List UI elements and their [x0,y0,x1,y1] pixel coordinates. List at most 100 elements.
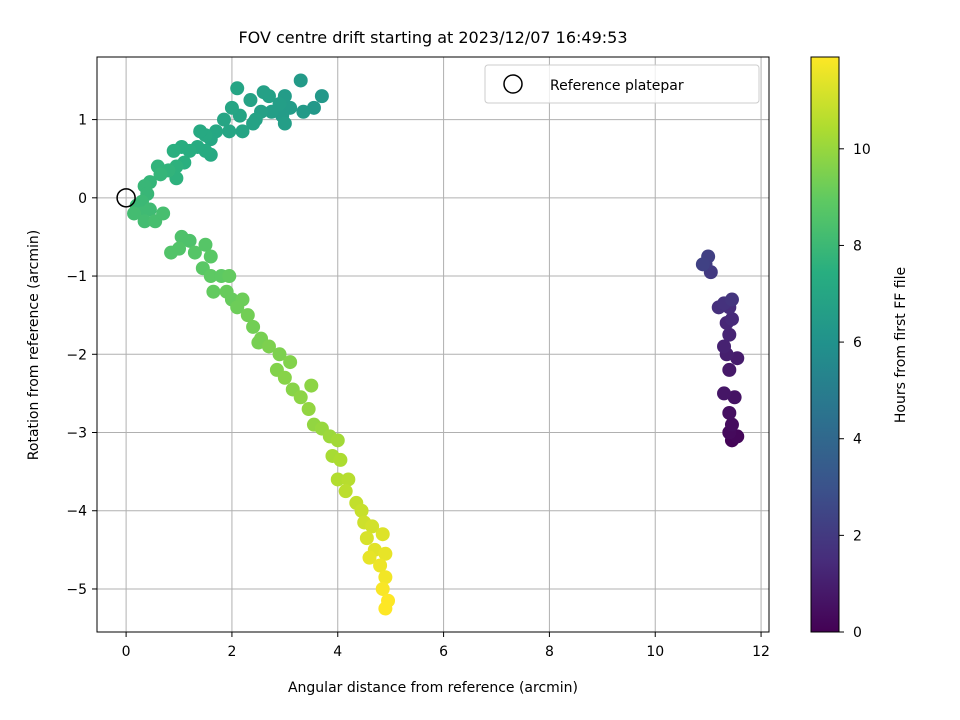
colorbar-tick-label: 8 [853,238,862,254]
data-point [166,143,181,158]
data-point [293,73,308,88]
data-point [378,601,393,616]
data-point [717,339,732,354]
data-point [277,370,292,385]
y-tick-label: 0 [78,191,87,207]
x-tick-label: 4 [333,644,342,660]
x-tick-label: 12 [752,644,770,660]
data-point [251,335,266,350]
x-axis-label: Angular distance from reference (arcmin) [288,680,578,696]
legend-box [484,64,760,104]
data-point [373,558,388,573]
y-tick-label: −5 [66,582,87,598]
y-axis-ticks: −5 −4 −3 −2 −1 0 1 [66,113,97,598]
data-point [378,546,393,561]
data-point [272,347,287,362]
colorbar-tick-label: 6 [853,335,862,351]
colorbar-label: Hours from first FF file [893,267,909,423]
data-point [314,89,329,104]
data-point [246,319,261,334]
data-point [724,417,739,432]
colorbar-tick-label: 2 [853,528,862,544]
data-point [182,233,197,248]
y-tick-label: −1 [66,269,87,285]
data-point [296,104,311,119]
data-point [301,402,316,417]
plot-frame [96,56,770,633]
x-tick-label: 0 [122,644,131,660]
data-point [261,339,276,354]
x-tick-label: 6 [439,644,448,660]
y-tick-label: −4 [66,504,87,520]
data-point [375,527,390,542]
data-point [341,472,356,487]
data-point [695,257,710,272]
colorbar-tick-label: 10 [853,142,871,158]
data-point [153,167,168,182]
data-point [365,519,380,534]
data-point [722,405,737,420]
data-point [216,112,231,127]
data-point [330,433,345,448]
x-tick-label: 2 [227,644,236,660]
y-axis-label: Rotation from reference (arcmin) [26,230,42,460]
data-point [362,550,377,565]
data-point [243,93,258,108]
data-point [256,85,271,100]
chart-title: FOV centre drift starting at 2023/12/07 … [238,28,627,47]
data-point [224,100,239,115]
data-point [156,206,171,221]
data-point [724,312,739,327]
x-tick-label: 8 [545,644,554,660]
data-point [230,81,245,96]
colorbar: 0 2 4 6 8 10 Hours from first FF file [810,56,909,641]
data-point [724,292,739,307]
data-point [164,245,179,260]
data-point [717,386,732,401]
data-point [198,237,213,252]
data-point [727,390,742,405]
data-point [246,116,261,131]
data-point [193,124,208,139]
colorbar-tick-label: 4 [853,432,862,448]
data-point [378,570,393,585]
reference-point-marker [116,188,136,208]
data-point [338,484,353,499]
data-point [222,269,237,284]
data-point [235,124,250,139]
data-points [127,73,745,616]
data-point [359,531,374,546]
data-point [137,214,152,229]
data-point [293,390,308,405]
colorbar-ticks: 0 2 4 6 8 10 [839,142,871,641]
data-point [354,503,369,518]
legend-entry-reference: Reference platepar [550,78,684,94]
data-point [206,284,221,299]
data-point [222,124,237,139]
data-point [722,362,737,377]
data-point [277,116,292,131]
data-point [722,327,737,342]
data-point [304,378,319,393]
data-point [230,300,245,315]
data-point [730,351,745,366]
y-tick-label: −3 [66,426,87,442]
data-point [203,249,218,264]
x-axis-ticks: 0 2 4 6 8 10 12 [122,632,770,660]
data-point [283,355,298,370]
y-tick-label: 1 [78,113,87,129]
data-point [333,452,348,467]
data-point [203,269,218,284]
data-point [142,202,157,217]
x-tick-label: 10 [646,644,664,660]
data-point [306,100,321,115]
data-point [264,104,279,119]
y-tick-label: −2 [66,347,87,363]
legend-marker-reference [503,74,523,94]
colorbar-tick-label: 0 [853,625,862,641]
data-point [127,206,142,221]
data-point [240,308,255,323]
data-point [375,581,390,596]
data-point [330,472,345,487]
